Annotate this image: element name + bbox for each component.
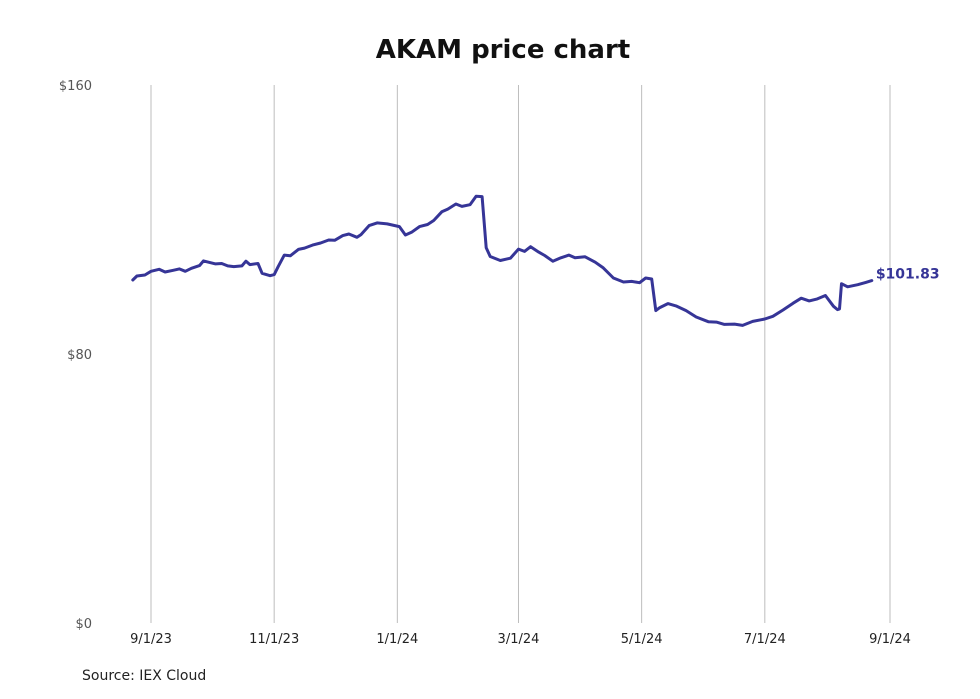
- x-tick-label: 9/1/23: [130, 632, 172, 647]
- x-tick-label: 3/1/24: [498, 632, 540, 647]
- x-axis-ticks: 9/1/23 11/1/23 1/1/24 3/1/24 5/1/24 7/1/24 9/1…: [130, 632, 911, 647]
- x-tick-label: 9/1/24: [869, 632, 911, 647]
- price-line: [131, 194, 874, 327]
- chart-title: AKAM price chart: [376, 35, 630, 65]
- x-tick-label: 7/1/24: [744, 632, 786, 647]
- y-axis-ticks: $0 $80 $160: [59, 79, 92, 632]
- x-tick-label: 11/1/23: [249, 632, 299, 647]
- y-tick-label: $80: [67, 348, 92, 363]
- y-tick-label: $160: [59, 79, 92, 94]
- series-layer: [131, 194, 874, 327]
- last-value-label: $101.83: [876, 267, 940, 283]
- y-tick-label: $0: [75, 617, 92, 632]
- x-tick-label: 5/1/24: [621, 632, 663, 647]
- source-note: Source: IEX Cloud: [82, 668, 207, 684]
- x-tick-label: 1/1/24: [376, 632, 418, 647]
- gridlines: [150, 85, 891, 623]
